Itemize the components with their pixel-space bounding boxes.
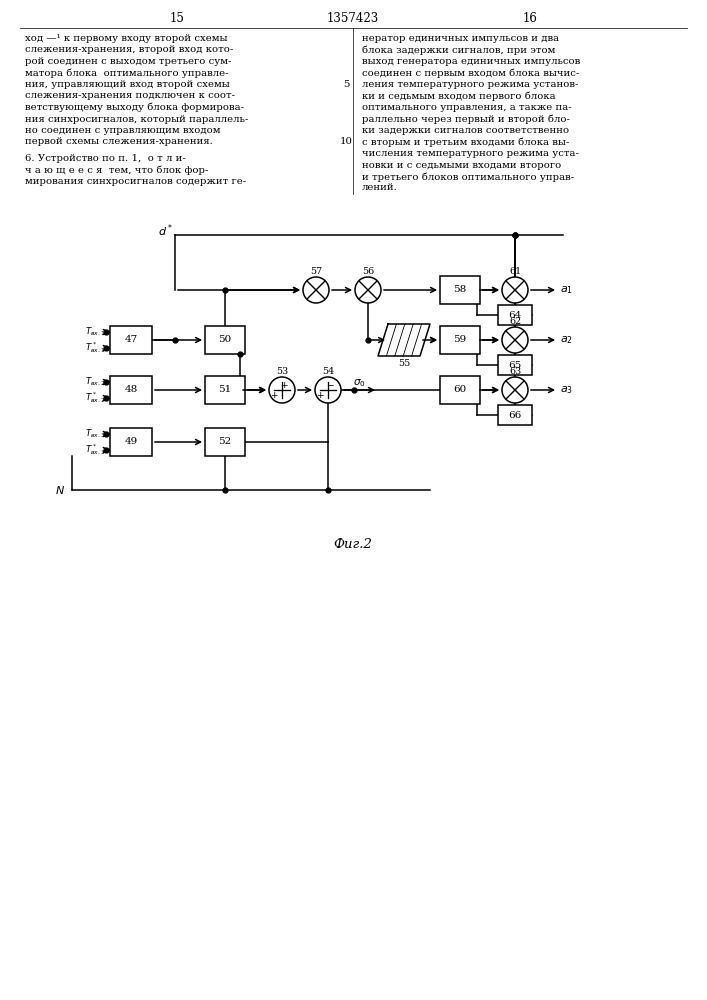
Bar [440,376,480,404]
Bar [205,326,245,354]
Text: блока задержки сигналов, при этом: блока задержки сигналов, при этом [362,45,556,55]
Circle shape [355,277,381,303]
Text: −: − [326,380,334,389]
Text: ния, управляющий вход второй схемы: ния, управляющий вход второй схемы [25,80,230,89]
Text: рой соединен с выходом третьего сум-: рой соединен с выходом третьего сум- [25,57,231,66]
Text: 6. Устройство по п. 1,  о т л и-: 6. Устройство по п. 1, о т л и- [25,154,186,163]
Text: $d^*$: $d^*$ [158,223,173,239]
Text: $T^*_{вх.1}$: $T^*_{вх.1}$ [86,341,106,355]
Text: 16: 16 [522,11,537,24]
Text: $\sigma_0$: $\sigma_0$ [353,377,366,389]
Circle shape [269,377,295,403]
Bar [110,428,152,456]
Text: 59: 59 [453,336,467,344]
Text: 51: 51 [218,385,232,394]
Text: $a_1$: $a_1$ [560,284,573,296]
Bar [498,405,532,425]
Bar [440,276,480,304]
Text: нератор единичных импульсов и два: нератор единичных импульсов и два [362,34,559,43]
Bar [498,355,532,375]
Text: матора блока  оптимального управле-: матора блока оптимального управле- [25,68,228,78]
Circle shape [502,377,528,403]
Bar [205,428,245,456]
Text: новки и с седьмыми входами второго: новки и с седьмыми входами второго [362,160,561,169]
Polygon shape [378,324,430,356]
Circle shape [502,327,528,353]
Circle shape [315,377,341,403]
Text: 58: 58 [453,286,467,294]
Text: первой схемы слежения-хранения.: первой схемы слежения-хранения. [25,137,213,146]
Text: 62: 62 [509,318,521,326]
Text: 65: 65 [508,360,522,369]
Text: 15: 15 [170,11,185,24]
Text: $N$: $N$ [55,484,65,496]
Text: ч а ю щ е е с я  тем, что блок фор-: ч а ю щ е е с я тем, что блок фор- [25,165,209,175]
Text: 1357423: 1357423 [327,11,379,24]
Bar [110,326,152,354]
Text: 61: 61 [509,267,521,276]
Text: $T^*_{вх.2}$: $T^*_{вх.2}$ [86,391,106,405]
Text: числения температурного режима уста-: числения температурного режима уста- [362,149,579,158]
Text: 64: 64 [508,310,522,320]
Text: $T_{вх.3}$: $T_{вх.3}$ [85,428,106,440]
Text: ления температурного режима установ-: ления температурного режима установ- [362,80,578,89]
Text: 66: 66 [508,410,522,420]
Text: 60: 60 [453,385,467,394]
Bar [110,376,152,404]
Text: и третьего блоков оптимального управ-: и третьего блоков оптимального управ- [362,172,574,182]
Text: +: + [316,391,324,400]
Text: +: + [280,380,288,389]
Text: мирования синхросигналов содержит ге-: мирования синхросигналов содержит ге- [25,177,246,186]
Bar [205,376,245,404]
Text: +: + [270,391,278,400]
Text: 47: 47 [124,336,138,344]
Text: 5: 5 [343,80,349,89]
Text: слежения-хранения, второй вход кото-: слежения-хранения, второй вход кото- [25,45,233,54]
Text: слежения-хранения подключен к соот-: слежения-хранения подключен к соот- [25,92,235,101]
Text: соединен с первым входом блока вычис-: соединен с первым входом блока вычис- [362,68,579,78]
Text: 56: 56 [362,267,374,276]
Text: 52: 52 [218,438,232,446]
Text: 57: 57 [310,267,322,276]
Bar [498,305,532,325]
Text: $a_3$: $a_3$ [560,384,573,396]
Bar [440,326,480,354]
Text: оптимального управления, а также па-: оптимального управления, а также па- [362,103,572,112]
Text: $T_{вх.2}$: $T_{вх.2}$ [86,376,106,388]
Text: ки и седьмым входом первого блока: ки и седьмым входом первого блока [362,92,556,101]
Text: ход —¹ к первому входу второй схемы: ход —¹ к первому входу второй схемы [25,34,228,43]
Text: 49: 49 [124,438,138,446]
Text: 54: 54 [322,367,334,376]
Text: 63: 63 [509,367,521,376]
Circle shape [303,277,329,303]
Text: ния синхросигналов, который параллель-: ния синхросигналов, который параллель- [25,114,248,123]
Text: 10: 10 [339,137,352,146]
Text: Фиг.2: Фиг.2 [334,538,373,552]
Text: с вторым и третьим входами блока вы-: с вторым и третьим входами блока вы- [362,137,569,147]
Text: 53: 53 [276,367,288,376]
Text: 48: 48 [124,385,138,394]
Text: $a_2$: $a_2$ [560,334,573,346]
Text: $T^*_{вх.3}$: $T^*_{вх.3}$ [85,443,106,457]
Text: 55: 55 [398,359,410,367]
Text: $T_{вх.1}$: $T_{вх.1}$ [86,326,106,338]
Text: 50: 50 [218,336,232,344]
Text: ки задержки сигналов соответственно: ки задержки сигналов соответственно [362,126,569,135]
Text: ветствующему выходу блока формирова-: ветствующему выходу блока формирова- [25,103,244,112]
Circle shape [502,277,528,303]
Text: но соединен с управляющим входом: но соединен с управляющим входом [25,126,221,135]
Text: раллельно через первый и второй бло-: раллельно через первый и второй бло- [362,114,570,124]
Text: выход генератора единичных импульсов: выход генератора единичных импульсов [362,57,580,66]
Text: лений.: лений. [362,184,398,192]
